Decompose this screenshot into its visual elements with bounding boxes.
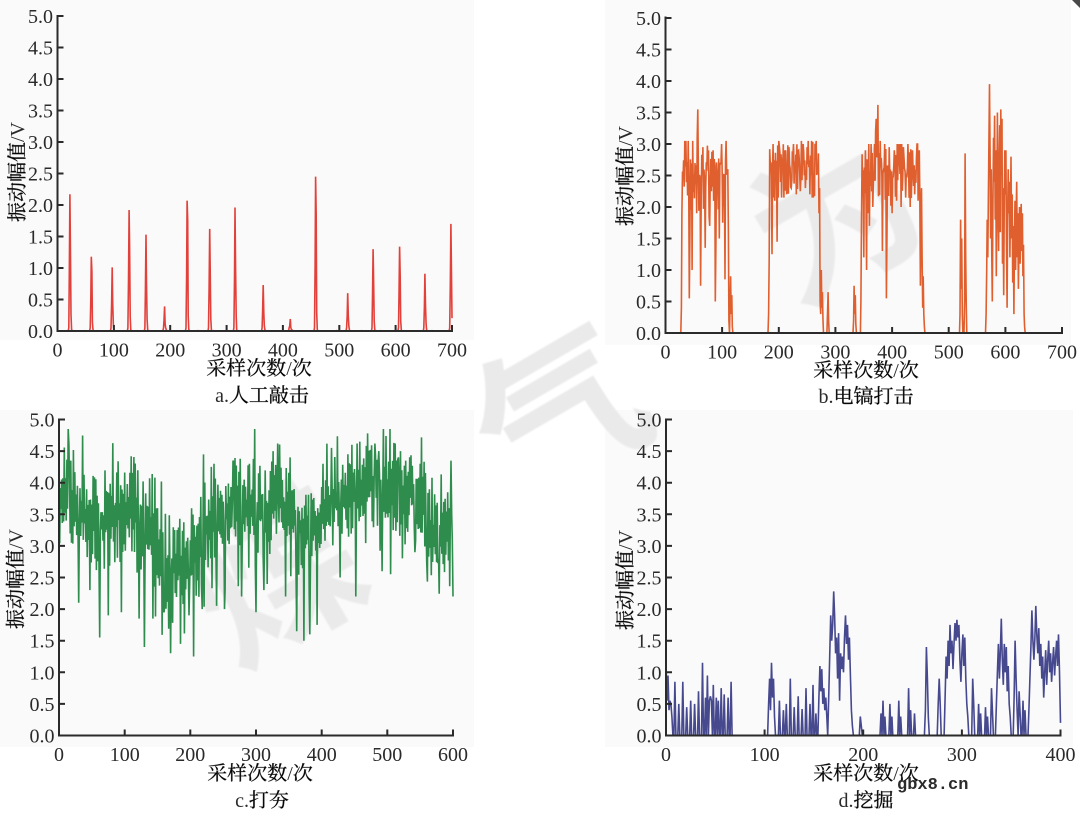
- svg-text:4.0: 4.0: [28, 69, 53, 91]
- svg-text:1.0: 1.0: [30, 662, 55, 684]
- svg-text:5.0: 5.0: [30, 410, 55, 432]
- svg-text:3.0: 3.0: [637, 536, 662, 558]
- svg-text:/V: /V: [6, 528, 28, 549]
- svg-text:1.5: 1.5: [636, 229, 661, 251]
- svg-text:/: /: [893, 763, 899, 785]
- svg-text:100: 100: [99, 340, 129, 362]
- svg-text:3.5: 3.5: [30, 504, 55, 526]
- svg-text:1.0: 1.0: [637, 662, 662, 684]
- svg-text:b.: b.: [819, 386, 834, 408]
- svg-text:400: 400: [307, 744, 337, 766]
- svg-text:2.0: 2.0: [30, 599, 55, 621]
- svg-text:100: 100: [750, 744, 780, 766]
- svg-text:0.0: 0.0: [636, 323, 661, 345]
- svg-text:100: 100: [707, 342, 737, 364]
- svg-text:2.0: 2.0: [637, 599, 662, 621]
- svg-text:5.0: 5.0: [28, 6, 53, 28]
- svg-text:300: 300: [820, 342, 850, 364]
- svg-text:/: /: [286, 358, 292, 380]
- svg-text:300: 300: [212, 340, 242, 362]
- svg-text:0: 0: [54, 744, 64, 766]
- svg-text:/V: /V: [615, 529, 637, 550]
- svg-text:/V: /V: [615, 125, 637, 146]
- svg-text:3.0: 3.0: [28, 132, 53, 154]
- svg-text:/: /: [287, 763, 293, 785]
- svg-text:5.0: 5.0: [637, 410, 662, 432]
- svg-text:3.5: 3.5: [636, 103, 661, 125]
- svg-text:100: 100: [110, 744, 140, 766]
- svg-text:c.: c.: [235, 790, 249, 812]
- svg-text:700: 700: [437, 340, 467, 362]
- svg-text:200: 200: [175, 744, 205, 766]
- svg-text:a.: a.: [215, 385, 229, 407]
- svg-text:1.0: 1.0: [636, 260, 661, 282]
- svg-text:0.5: 0.5: [30, 694, 55, 716]
- svg-text:200: 200: [848, 744, 878, 766]
- svg-text:600: 600: [381, 340, 411, 362]
- svg-text:2.5: 2.5: [636, 166, 661, 188]
- svg-text:400: 400: [268, 340, 298, 362]
- svg-text:4.0: 4.0: [637, 473, 662, 495]
- svg-text:4.5: 4.5: [637, 441, 662, 463]
- svg-text:0: 0: [661, 744, 671, 766]
- svg-text:400: 400: [1046, 744, 1076, 766]
- svg-text:0: 0: [53, 340, 63, 362]
- svg-text:4.5: 4.5: [28, 38, 53, 60]
- svg-text:0: 0: [661, 342, 671, 364]
- svg-text:4.0: 4.0: [636, 71, 661, 93]
- svg-text:500: 500: [934, 342, 964, 364]
- svg-text:2.0: 2.0: [636, 197, 661, 219]
- svg-text:3.5: 3.5: [637, 504, 662, 526]
- svg-text:d.: d.: [839, 790, 854, 812]
- svg-text:1.5: 1.5: [30, 631, 55, 653]
- svg-text:4.5: 4.5: [636, 40, 661, 62]
- svg-text:600: 600: [990, 342, 1020, 364]
- svg-text:300: 300: [241, 744, 271, 766]
- svg-text:1.5: 1.5: [637, 631, 662, 653]
- svg-text:300: 300: [947, 744, 977, 766]
- svg-text:200: 200: [155, 340, 185, 362]
- svg-text:0.5: 0.5: [28, 290, 53, 312]
- svg-text:5.0: 5.0: [636, 8, 661, 30]
- svg-text:200: 200: [764, 342, 794, 364]
- svg-text:2.5: 2.5: [30, 568, 55, 590]
- svg-text:/: /: [893, 360, 899, 382]
- svg-text:500: 500: [324, 340, 354, 362]
- svg-text:600: 600: [438, 744, 468, 766]
- svg-text:1.0: 1.0: [28, 258, 53, 280]
- svg-text:2.5: 2.5: [28, 164, 53, 186]
- svg-text:3.0: 3.0: [636, 134, 661, 156]
- svg-text:0.5: 0.5: [636, 292, 661, 314]
- svg-text:700: 700: [1047, 342, 1077, 364]
- svg-text:0.0: 0.0: [637, 726, 662, 748]
- svg-text:4.5: 4.5: [30, 441, 55, 463]
- svg-text:0.0: 0.0: [30, 726, 55, 748]
- svg-text:3.5: 3.5: [28, 101, 53, 123]
- svg-text:3.0: 3.0: [30, 536, 55, 558]
- svg-text:/V: /V: [7, 121, 29, 142]
- svg-text:0.0: 0.0: [28, 321, 53, 343]
- svg-text:1.5: 1.5: [28, 227, 53, 249]
- svg-text:500: 500: [372, 744, 402, 766]
- svg-text:400: 400: [877, 342, 907, 364]
- svg-text:2.5: 2.5: [637, 568, 662, 590]
- svg-text:2.0: 2.0: [28, 195, 53, 217]
- svg-text:4.0: 4.0: [30, 473, 55, 495]
- svg-text:0.5: 0.5: [637, 694, 662, 716]
- svg-text:gbx8.cn: gbx8.cn: [897, 776, 968, 795]
